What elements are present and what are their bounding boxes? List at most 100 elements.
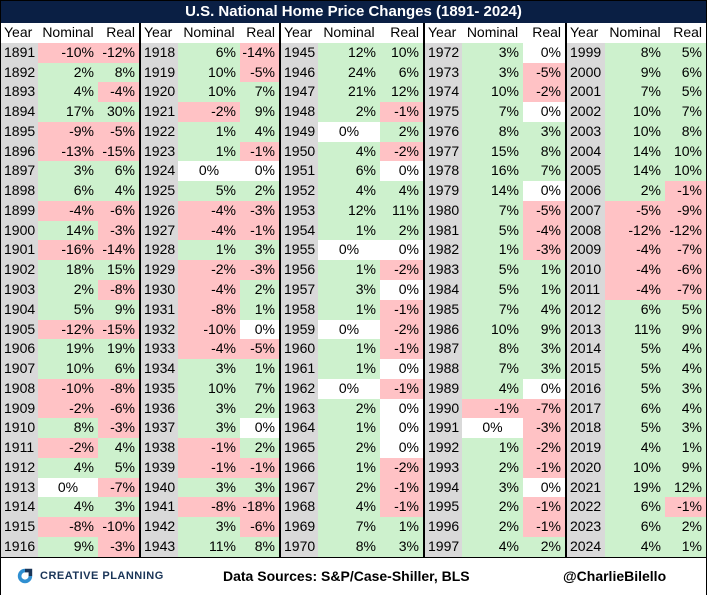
year-cell: 2006 [567,181,605,201]
year-cell: 1964 [281,418,318,439]
real-cell: 3% [523,339,565,360]
nominal-cell: 18% [38,260,98,280]
real-cell: 19% [98,339,139,360]
real-cell: 8% [240,537,279,557]
nominal-cell: 14% [462,181,523,201]
nominal-cell: 2% [318,438,380,458]
year-cell: 2001 [567,82,605,103]
table-row: 1936 3% 2% [141,398,279,419]
real-cell: 0% [380,161,423,182]
real-cell: 3% [380,537,423,557]
year-cell: 1912 [1,457,38,478]
nominal-cell: 0% [318,121,380,142]
table-title: U.S. National Home Price Changes (1891- … [1,1,706,23]
real-cell: 5% [665,42,706,63]
year-cell: 1913 [1,477,38,498]
real-cell: 5% [665,299,706,320]
real-cell: 4% [240,121,279,142]
real-cell: 2% [240,280,279,300]
table-row: 1953 12% 11% [281,200,423,221]
table-row: 1973 3% -5% [425,62,565,83]
nominal-cell: 6% [605,497,665,518]
year-cell: 1987 [425,339,462,360]
real-cell: 30% [98,102,139,122]
year-cell: 1932 [141,319,178,340]
table-row: 1990 -1% -7% [425,398,565,419]
year-cell: 2023 [567,517,605,538]
real-cell: -2% [380,457,423,478]
real-cell: 5% [665,82,706,103]
nominal-cell: 6% [605,398,665,419]
table-row: 1994 3% 0% [425,477,565,498]
nominal-cell: 1% [462,240,523,261]
nominal-cell: 2% [462,517,523,538]
table-row: 1974 10% -2% [425,82,565,103]
table-column: Year Nominal Real 1999 8% 5% 2000 9% 6% 2001 7% 5% 2… [567,23,706,577]
nominal-cell: 7% [462,359,523,379]
real-cell: 1% [665,438,706,458]
real-cell: 9% [523,319,565,340]
year-cell: 1957 [281,280,318,300]
nominal-cell: -4% [605,260,665,280]
nominal-cell: 0% [178,161,240,182]
nominal-cell: 1% [318,457,380,478]
real-cell: 4% [665,339,706,360]
nominal-cell: 0% [318,378,380,399]
table-row: 1932 -10% 0% [141,319,279,340]
year-cell: 1933 [141,339,178,360]
header-year: Year [570,24,599,40]
real-cell: -5% [240,339,279,360]
nominal-cell: 8% [462,121,523,142]
nominal-cell: 10% [462,319,523,340]
table-row: 1988 7% 3% [425,359,565,379]
real-cell: -10% [98,517,139,538]
table-row: 1913 0% -7% [1,477,139,498]
table-row: 1894 17% 30% [1,102,139,122]
real-cell: 6% [665,62,706,83]
table-row: 1908 -10% -8% [1,378,139,399]
real-cell: -6% [240,517,279,538]
real-cell: 4% [665,359,706,379]
year-cell: 2020 [567,457,605,478]
table-row: 1909 -2% -6% [1,398,139,419]
real-cell: -1% [523,457,565,478]
table-row: 2023 6% 2% [567,517,706,538]
nominal-cell: 3% [462,62,523,83]
table-row: 1927 -4% -1% [141,220,279,241]
nominal-cell: 5% [605,418,665,439]
year-cell: 1910 [1,418,38,439]
table-row: 1991 0% -3% [425,418,565,439]
year-cell: 1983 [425,260,462,280]
nominal-cell: 5% [178,181,240,201]
real-cell: 4% [523,299,565,320]
table-row: 1907 10% 6% [1,359,139,379]
year-cell: 1898 [1,181,38,201]
real-cell: 1% [523,280,565,300]
nominal-cell: -2% [178,102,240,122]
real-cell: -1% [240,457,279,478]
real-cell: -14% [240,42,279,63]
real-cell: 2% [240,438,279,458]
nominal-cell: 4% [38,457,98,478]
nominal-cell: 3% [178,517,240,538]
nominal-cell: 2% [462,457,523,478]
logo-mark-icon [17,568,33,584]
nominal-cell: 3% [38,161,98,182]
table-row: 1979 14% 0% [425,181,565,201]
real-cell: -2% [523,82,565,103]
table-row: 2001 7% 5% [567,82,706,103]
table-row: 1950 4% -2% [281,141,423,162]
real-cell: -1% [523,517,565,538]
nominal-cell: -4% [38,200,98,221]
table-row: 1893 4% -4% [1,82,139,103]
real-cell: -3% [98,537,139,557]
table-row: 1914 4% 3% [1,497,139,518]
nominal-cell: 8% [318,537,380,557]
creative-planning-logo: CREATIVE PLANNING [16,566,164,586]
real-cell: 6% [98,161,139,182]
real-cell: 0% [380,240,423,261]
nominal-cell: -8% [178,497,240,518]
table-row: 1892 2% 8% [1,62,139,83]
table-row: 1947 21% 12% [281,82,423,103]
table-row: 2005 14% 10% [567,161,706,182]
